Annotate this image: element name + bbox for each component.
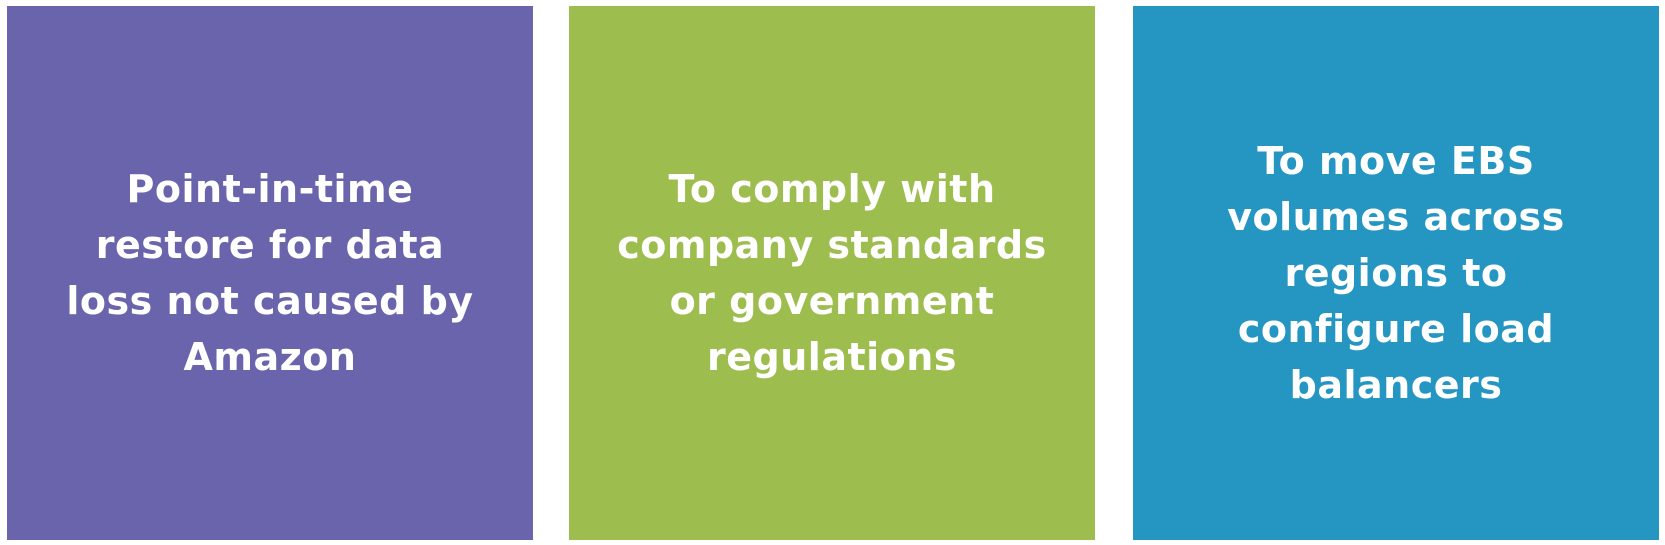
card-comply-standards: To comply with company standards or gove… — [569, 6, 1095, 540]
card-text: To move EBS volumes across regions to co… — [1227, 139, 1565, 407]
card-point-in-time-restore: Point-in-time restore for data loss not … — [7, 6, 533, 540]
card-text: Point-in-time restore for data loss not … — [66, 167, 474, 379]
card-move-ebs-volumes: To move EBS volumes across regions to co… — [1133, 6, 1659, 540]
card-text: To comply with company standards or gove… — [617, 167, 1047, 379]
